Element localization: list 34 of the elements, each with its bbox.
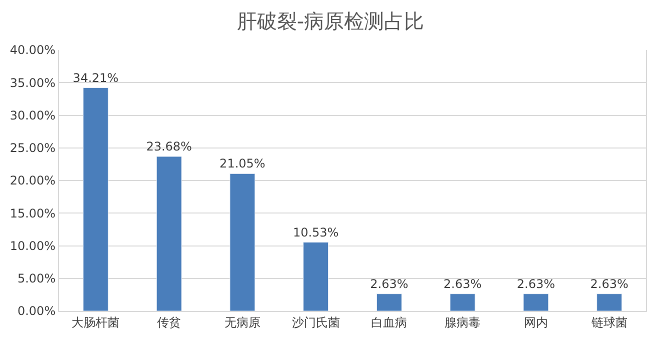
bar	[303, 242, 329, 311]
x-tick-label: 传贫	[157, 315, 182, 330]
y-tick-label: 15.00%	[10, 206, 56, 220]
bar	[82, 88, 108, 311]
y-tick-label: 20.00%	[10, 174, 56, 188]
x-tick-label: 沙门氏菌	[292, 315, 340, 330]
data-label: 10.53%	[292, 225, 339, 240]
x-tick-label: 链球菌	[590, 315, 628, 330]
y-tick-label: 25.00%	[10, 141, 56, 156]
bar	[230, 173, 256, 311]
data-label: 21.05%	[220, 156, 266, 171]
y-tick-label: 35.00%	[10, 76, 56, 90]
data-label: 2.63%	[590, 276, 628, 291]
y-tick-label: 40.00%	[10, 43, 56, 58]
data-label: 2.63%	[444, 276, 482, 291]
data-label: 34.21%	[72, 70, 119, 85]
x-tick-label: 白血病	[371, 315, 408, 330]
x-tick-label: 网内	[524, 315, 548, 330]
x-tick-label: 无病原	[224, 315, 260, 330]
x-tick-label: 大肠杆菌	[72, 315, 120, 330]
y-tick-label: 0.00%	[17, 304, 56, 318]
bar	[376, 294, 402, 311]
bar	[156, 156, 182, 311]
bar	[596, 294, 622, 311]
bar	[450, 294, 476, 311]
data-label: 23.68%	[146, 139, 192, 154]
y-tick-label: 5.00%	[17, 272, 56, 286]
y-tick-label: 30.00%	[10, 108, 56, 122]
x-tick-label: 腺病毒	[444, 315, 481, 330]
data-label: 2.63%	[516, 276, 555, 291]
y-tick-label: 10.00%	[10, 238, 56, 253]
chart-title: 肝破裂-病原检测占比	[236, 8, 424, 33]
bar	[523, 294, 549, 311]
data-label: 2.63%	[370, 276, 408, 291]
